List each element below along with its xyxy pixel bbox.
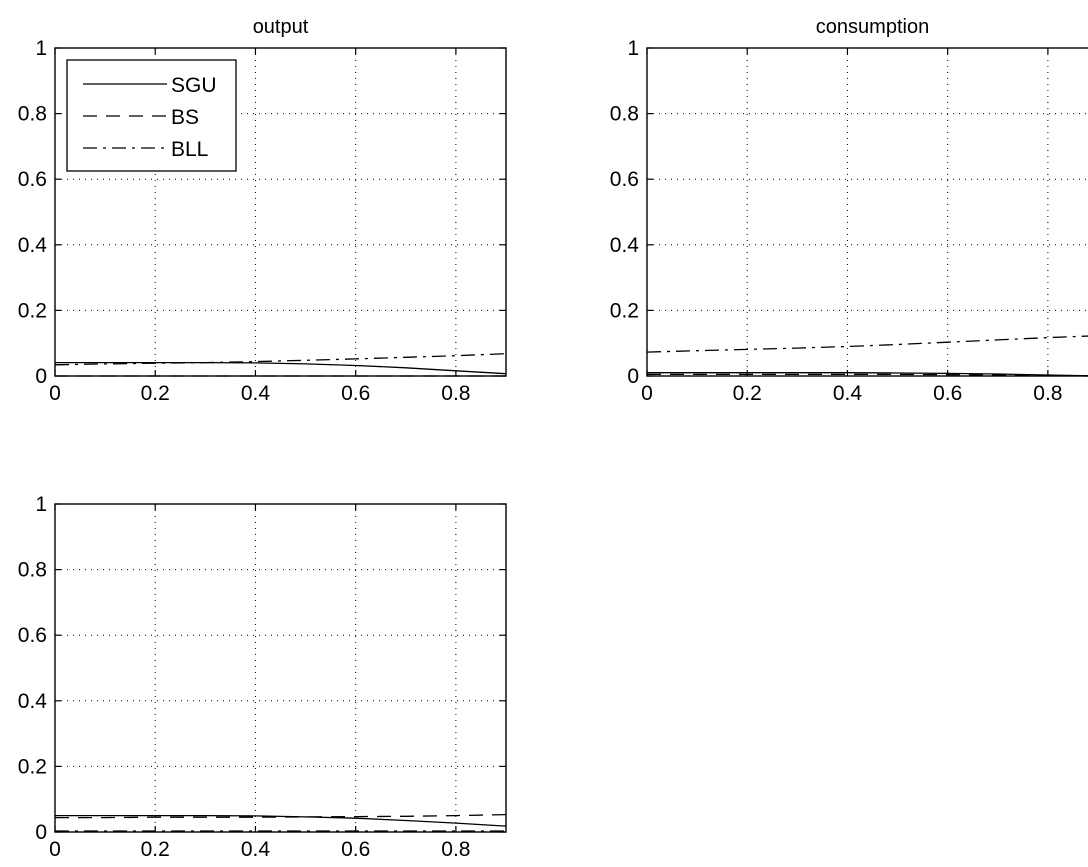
y-tick-label: 1 xyxy=(35,37,47,60)
legend-label-sgu: SGU xyxy=(171,74,217,97)
y-tick-labels-consumption: 0 0.2 0.4 0.6 0.8 1 xyxy=(610,37,640,388)
y-tick-label: 0.4 xyxy=(18,690,48,713)
y-tick-label: 1 xyxy=(35,493,47,516)
plot-frame-consumption xyxy=(646,47,1088,377)
x-tick-label: 0.2 xyxy=(733,382,762,405)
series-line-bll-consumption xyxy=(646,335,1088,353)
subplot-consumption: 0 0.2 0.4 0.6 0.8 0 0.2 0.4 0.6 0.8 1 consumption xyxy=(610,16,1088,405)
x-tick-labels-output: 0 0.2 0.4 0.6 0.8 xyxy=(49,382,470,405)
x-tick-label: 0.8 xyxy=(1033,382,1062,405)
y-tick-label: 0.6 xyxy=(610,168,639,191)
grid-consumption xyxy=(647,48,1088,376)
y-tick-label: 0 xyxy=(627,365,639,388)
plot-frame-third xyxy=(54,503,507,833)
series-line-bll-output xyxy=(54,353,507,366)
series-line-sgu-consumption xyxy=(647,372,1088,377)
legend-label-bs: BS xyxy=(171,106,199,129)
chart-title-consumption: consumption xyxy=(816,16,929,38)
x-tick-label: 0.4 xyxy=(241,838,271,861)
ticks-output xyxy=(54,47,506,377)
legend-label-bll: BLL xyxy=(171,138,208,161)
y-tick-label: 0.2 xyxy=(610,299,639,322)
x-tick-label: 0.4 xyxy=(833,382,863,405)
y-tick-label: 0.2 xyxy=(18,299,47,322)
y-tick-label: 0.6 xyxy=(18,168,47,191)
plot-frame-output xyxy=(54,47,507,377)
x-tick-label: 0.6 xyxy=(341,382,370,405)
subplot-output: 0 0.2 0.4 0.6 0.8 0 0.2 0.4 0.6 0.8 1 output SGU B… xyxy=(18,16,507,405)
x-tick-label: 0.6 xyxy=(933,382,962,405)
x-tick-label: 0.8 xyxy=(441,382,470,405)
x-tick-label: 0.4 xyxy=(241,382,271,405)
x-tick-label: 0 xyxy=(641,382,653,405)
y-tick-labels-third: 0 0.2 0.4 0.6 0.8 1 xyxy=(18,493,48,844)
y-tick-labels-output: 0 0.2 0.4 0.6 0.8 1 xyxy=(18,37,48,388)
y-tick-label: 0.8 xyxy=(18,103,47,126)
y-tick-label: 0 xyxy=(35,365,47,388)
x-tick-labels-consumption: 0 0.2 0.4 0.6 0.8 xyxy=(641,382,1062,405)
y-tick-label: 0.6 xyxy=(18,624,47,647)
series-group-third xyxy=(55,813,507,832)
y-tick-label: 0.4 xyxy=(610,234,640,257)
subplot-third: 0 0.2 0.4 0.6 0.8 0 0.2 0.4 0.6 0.8 1 xyxy=(18,493,507,861)
ticks-consumption xyxy=(646,47,1049,377)
y-tick-label: 1 xyxy=(627,37,639,60)
x-tick-label: 0.2 xyxy=(141,838,170,861)
x-tick-label: 0 xyxy=(49,838,61,861)
x-tick-label: 0.2 xyxy=(141,382,170,405)
grid-third xyxy=(55,504,506,832)
x-tick-label: 0 xyxy=(49,382,61,405)
y-tick-label: 0.8 xyxy=(18,559,47,582)
x-tick-label: 0.8 xyxy=(441,838,470,861)
y-tick-label: 0.2 xyxy=(18,755,47,778)
series-line-bs-third xyxy=(55,813,507,819)
chart-title-output: output xyxy=(253,16,309,38)
x-tick-label: 0.6 xyxy=(341,838,370,861)
ticks-third xyxy=(54,503,506,833)
series-line-sgu-output xyxy=(55,361,507,375)
x-tick-labels-third: 0 0.2 0.4 0.6 0.8 xyxy=(49,838,470,861)
legend: SGU BS BLL xyxy=(66,59,237,172)
y-tick-label: 0.4 xyxy=(18,234,48,257)
series-line-sgu-third xyxy=(55,814,507,827)
y-tick-label: 0.8 xyxy=(610,103,639,126)
y-tick-label: 0 xyxy=(35,821,47,844)
